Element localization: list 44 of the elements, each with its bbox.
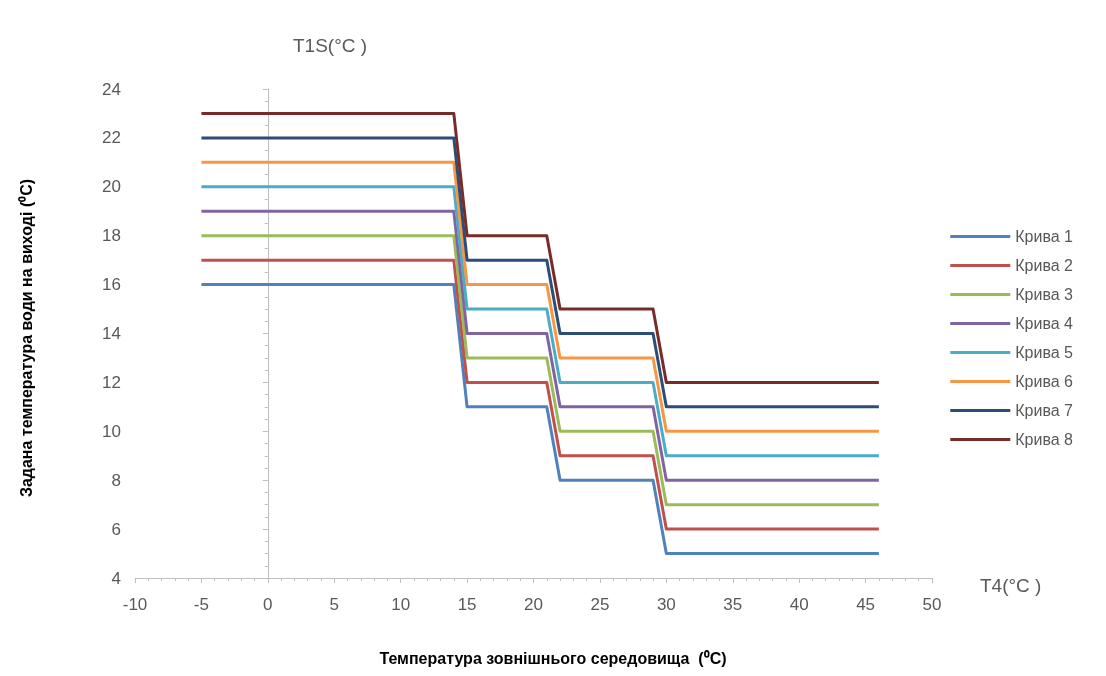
line-series	[199, 185, 881, 458]
line-series	[199, 209, 881, 482]
line-series	[199, 258, 881, 531]
y-tick-label: 18	[102, 226, 121, 246]
line-series	[199, 111, 881, 384]
x-tick-label: 0	[263, 595, 273, 614]
x-tick-label: 30	[656, 595, 676, 614]
y-axis-title: Задана температура води на виході (⁰C)	[17, 178, 35, 498]
legend-label: Крива 1	[1015, 228, 1074, 245]
y-tick-label: 24	[102, 79, 121, 99]
legend-label: Крива 7	[1015, 402, 1074, 419]
y-tick-label: 22	[102, 128, 121, 148]
legend-label: Крива 3	[1015, 286, 1074, 303]
line-series	[199, 283, 881, 556]
legend-label: Крива 4	[1015, 315, 1074, 332]
y-tick-label: 12	[102, 372, 121, 392]
x-tick-label: -5	[193, 595, 209, 614]
y-tick-label: 16	[102, 275, 121, 295]
x-tick-label: 45	[856, 595, 876, 614]
x-tick-label: -10	[122, 595, 148, 614]
x-tick-label: 10	[391, 595, 411, 614]
x-tick-label: 40	[789, 595, 809, 614]
x-tick-label: 5	[329, 595, 339, 614]
line-series	[199, 234, 881, 507]
y-tick-label: 4	[111, 568, 121, 588]
x-axis-title: Температура зовнішнього середовища (⁰C)	[379, 649, 727, 667]
line-series	[199, 136, 881, 409]
line-series	[199, 160, 881, 433]
y-tick-label: 20	[102, 177, 121, 197]
x-tick-label: 20	[524, 595, 543, 614]
text: T1S(°C )	[293, 35, 368, 56]
legend-label: Крива 5	[1015, 344, 1074, 361]
legend-label: Крива 8	[1015, 431, 1074, 448]
y-tick-label: 14	[102, 324, 121, 343]
x-tick-label: 35	[723, 595, 743, 614]
text: T4(°C )	[980, 575, 1042, 596]
legend-label: Крива 2	[1015, 257, 1074, 274]
x-tick-label: 25	[590, 595, 610, 614]
y-tick-label: 6	[111, 519, 121, 539]
y-tick-label: 10	[102, 421, 121, 441]
x-tick-label: 50	[922, 595, 942, 614]
legend-label: Крива 6	[1015, 373, 1074, 390]
x-tick-label: 15	[457, 595, 477, 614]
y-tick-label: 8	[111, 470, 121, 490]
